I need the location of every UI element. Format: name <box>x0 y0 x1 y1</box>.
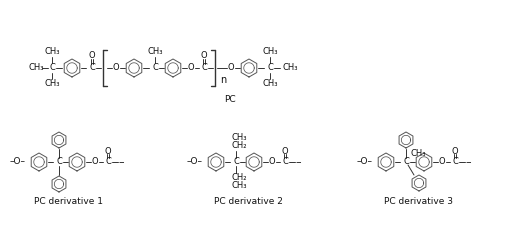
Text: O: O <box>282 146 288 156</box>
Text: n: n <box>220 75 226 85</box>
Text: C: C <box>89 64 95 72</box>
Text: C: C <box>105 158 111 166</box>
Text: PC derivative 3: PC derivative 3 <box>384 198 452 206</box>
Text: C: C <box>267 64 273 72</box>
Text: O: O <box>92 158 98 166</box>
Text: C: C <box>56 158 62 166</box>
Text: CH₃: CH₃ <box>231 182 247 190</box>
Text: CH₃: CH₃ <box>44 48 60 56</box>
Text: O: O <box>89 50 95 59</box>
Text: –O–: –O– <box>357 158 373 166</box>
Text: CH₃: CH₃ <box>262 80 278 88</box>
Text: CH₂: CH₂ <box>231 142 247 150</box>
Text: O: O <box>113 64 119 72</box>
Text: CH₃: CH₃ <box>231 134 247 142</box>
Text: O: O <box>269 158 275 166</box>
Text: –O–: –O– <box>187 158 203 166</box>
Text: CH₃: CH₃ <box>44 80 60 88</box>
Text: C: C <box>282 158 288 166</box>
Text: PC: PC <box>224 96 236 104</box>
Text: CH₂: CH₂ <box>231 174 247 182</box>
Text: O: O <box>228 64 235 72</box>
Text: C: C <box>49 64 55 72</box>
Text: CH₃: CH₃ <box>147 48 163 56</box>
Text: –: – <box>465 157 471 167</box>
Text: CH₃: CH₃ <box>282 64 298 72</box>
Text: PC derivative 1: PC derivative 1 <box>33 198 102 206</box>
Text: CH₃: CH₃ <box>28 64 44 72</box>
Text: O: O <box>201 50 207 59</box>
Text: –O–: –O– <box>10 158 26 166</box>
Text: C: C <box>452 158 458 166</box>
Text: O: O <box>188 64 194 72</box>
Text: PC derivative 2: PC derivative 2 <box>214 198 282 206</box>
Text: CH₃: CH₃ <box>410 150 426 158</box>
Text: O: O <box>452 146 458 156</box>
Text: CH₃: CH₃ <box>262 48 278 56</box>
Text: O: O <box>439 158 445 166</box>
Text: –: – <box>295 157 301 167</box>
Text: C: C <box>233 158 239 166</box>
Text: O: O <box>105 146 111 156</box>
Text: C: C <box>152 64 158 72</box>
Text: –: – <box>118 157 124 167</box>
Text: C: C <box>403 158 409 166</box>
Text: C: C <box>201 64 207 72</box>
